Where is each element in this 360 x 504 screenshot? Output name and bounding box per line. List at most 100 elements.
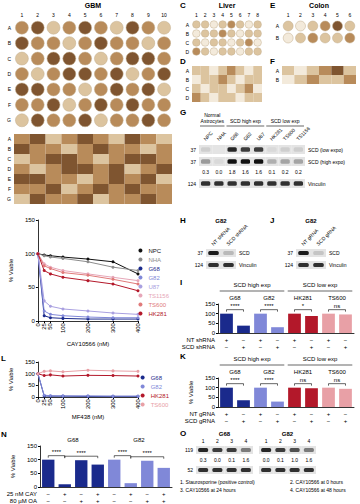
svg-text:SCD gRNA: SCD gRNA xyxy=(315,224,338,247)
svg-text:ns: ns xyxy=(334,303,340,309)
svg-text:3: 3 xyxy=(230,438,233,444)
svg-text:K: K xyxy=(180,352,186,361)
svg-text:NT shRNA: NT shRNA xyxy=(210,225,232,247)
svg-text:2: 2 xyxy=(279,438,282,444)
svg-text:4: 4 xyxy=(324,12,327,18)
svg-text:G82: G82 xyxy=(263,369,275,375)
svg-text:O: O xyxy=(180,429,186,438)
svg-text:****: **** xyxy=(52,449,62,455)
svg-text:6: 6 xyxy=(239,12,242,18)
svg-text:0.1: 0.1 xyxy=(277,457,284,463)
svg-text:J: J xyxy=(270,216,274,225)
svg-text:TS600: TS600 xyxy=(328,369,346,375)
svg-text:−: − xyxy=(112,491,116,497)
svg-text:G82: G82 xyxy=(215,218,227,224)
svg-text:1.8: 1.8 xyxy=(229,169,236,175)
svg-text:50: 50 xyxy=(28,382,35,388)
svg-text:SCD high exp: SCD high exp xyxy=(233,356,271,362)
svg-text:D: D xyxy=(185,95,189,101)
svg-text:+: + xyxy=(162,491,166,497)
svg-text:−: − xyxy=(276,411,280,417)
svg-text:100: 100 xyxy=(25,251,36,257)
svg-text:−: − xyxy=(293,418,297,424)
svg-text:3. CAY10566 at 24 hours: 3. CAY10566 at 24 hours xyxy=(180,487,236,493)
svg-text:25: 25 xyxy=(41,322,47,329)
svg-text:G: G xyxy=(7,196,11,202)
svg-text:TS600: TS600 xyxy=(151,402,169,408)
svg-text:+: + xyxy=(96,498,100,504)
svg-text:A: A xyxy=(186,68,190,74)
svg-text:% Viable: % Viable xyxy=(8,258,14,282)
svg-text:B: B xyxy=(8,146,12,152)
svg-text:% Viable: % Viable xyxy=(8,367,14,391)
svg-text:I: I xyxy=(180,278,182,287)
svg-text:Vinculin: Vinculin xyxy=(239,262,257,268)
svg-text:C: C xyxy=(7,156,11,162)
svg-text:G68: G68 xyxy=(148,266,160,272)
svg-text:150: 150 xyxy=(205,375,216,381)
svg-text:+: + xyxy=(310,418,314,424)
svg-text:G82: G82 xyxy=(305,218,317,224)
svg-text:−: − xyxy=(129,498,133,504)
svg-text:D: D xyxy=(185,49,189,55)
svg-text:+: + xyxy=(344,344,348,350)
svg-text:5: 5 xyxy=(230,12,233,18)
svg-text:Astrocytes: Astrocytes xyxy=(201,118,225,124)
svg-text:1.6: 1.6 xyxy=(255,169,262,175)
svg-text:****: **** xyxy=(264,377,274,383)
svg-text:Normal: Normal xyxy=(204,112,220,118)
svg-text:0.1: 0.1 xyxy=(268,169,275,175)
svg-text:150: 150 xyxy=(25,217,36,223)
svg-text:+: + xyxy=(276,344,280,350)
svg-text:1. Staurosporine (positive con: 1. Staurosporine (positive control) xyxy=(180,479,255,485)
svg-text:SCD high exp: SCD high exp xyxy=(230,118,261,124)
svg-text:−: − xyxy=(79,491,83,497)
svg-text:400: 400 xyxy=(135,398,141,409)
svg-text:B: B xyxy=(8,40,12,46)
svg-text:G68: G68 xyxy=(229,369,241,375)
svg-text:7: 7 xyxy=(247,12,250,18)
svg-text:1: 1 xyxy=(202,438,205,444)
svg-text:8: 8 xyxy=(131,12,134,18)
svg-text:% Viable: % Viable xyxy=(10,454,16,478)
svg-text:****: **** xyxy=(143,450,153,456)
svg-text:NHA: NHA xyxy=(148,257,161,263)
svg-text:B: B xyxy=(276,35,280,41)
svg-text:B: B xyxy=(186,31,190,37)
svg-text:4: 4 xyxy=(68,12,71,18)
svg-text:0.2: 0.2 xyxy=(282,169,289,175)
svg-text:0: 0 xyxy=(35,322,41,326)
svg-text:−: − xyxy=(242,337,246,343)
svg-text:−: − xyxy=(63,498,67,504)
svg-text:TS600: TS600 xyxy=(148,302,166,308)
svg-text:−: − xyxy=(344,411,348,417)
svg-text:25: 25 xyxy=(41,398,47,405)
svg-text:SCD (low expo): SCD (low expo) xyxy=(308,147,343,153)
svg-text:−: − xyxy=(259,344,263,350)
svg-text:+: + xyxy=(327,411,331,417)
svg-text:+: + xyxy=(344,418,348,424)
svg-text:+: + xyxy=(293,337,297,343)
svg-text:G68: G68 xyxy=(229,295,241,301)
svg-text:N: N xyxy=(1,430,7,439)
svg-text:A: A xyxy=(8,136,12,142)
svg-text:100: 100 xyxy=(205,311,216,317)
svg-text:−: − xyxy=(327,418,331,424)
svg-text:C: C xyxy=(185,86,189,92)
svg-text:0.1: 0.1 xyxy=(228,457,235,463)
svg-text:100: 100 xyxy=(60,322,66,333)
svg-text:G82: G82 xyxy=(242,131,253,142)
svg-text:Colon: Colon xyxy=(309,2,329,9)
svg-text:1.0: 1.0 xyxy=(291,457,298,463)
svg-text:HK281: HK281 xyxy=(268,126,283,141)
svg-text:1: 1 xyxy=(195,12,198,18)
svg-text:0: 0 xyxy=(212,404,216,410)
svg-text:50: 50 xyxy=(208,320,215,326)
svg-text:ns: ns xyxy=(300,377,306,383)
svg-text:0.2: 0.2 xyxy=(295,169,302,175)
svg-text:100: 100 xyxy=(25,371,36,377)
svg-text:A: A xyxy=(276,23,280,29)
svg-text:G: G xyxy=(7,117,11,123)
svg-text:37: 37 xyxy=(287,250,293,256)
svg-text:+: + xyxy=(242,344,246,350)
